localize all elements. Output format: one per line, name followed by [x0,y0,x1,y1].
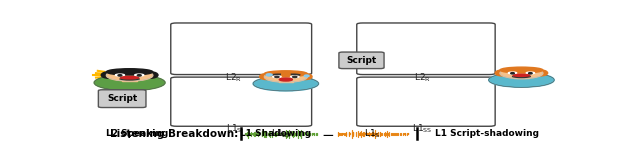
Bar [278,79,293,82]
FancyBboxPatch shape [356,23,495,75]
Text: L1 Shadowing: L1 Shadowing [241,129,312,138]
Ellipse shape [529,73,532,74]
Text: L2 Speaking: L2 Speaking [106,129,168,138]
Ellipse shape [138,75,141,76]
Ellipse shape [534,70,548,76]
Ellipse shape [279,78,292,81]
Ellipse shape [513,74,530,77]
Ellipse shape [291,76,299,78]
Ellipse shape [500,67,543,73]
Text: L1$_{\rm SS}$: L1$_{\rm SS}$ [271,128,291,140]
Ellipse shape [275,76,279,78]
Text: L1$_{\rm SS}$: L1$_{\rm SS}$ [412,123,433,135]
Ellipse shape [299,74,312,79]
Ellipse shape [120,76,139,79]
Bar [515,76,529,78]
Ellipse shape [292,76,297,78]
Ellipse shape [94,75,165,91]
Ellipse shape [273,76,281,78]
Text: L1$_{\rm S}$: L1$_{\rm S}$ [225,123,242,135]
FancyBboxPatch shape [99,90,146,108]
Ellipse shape [526,72,534,74]
Ellipse shape [500,68,543,79]
Text: Script: Script [107,94,138,103]
Text: Listening Breakdown:: Listening Breakdown: [111,129,239,139]
Ellipse shape [495,70,508,76]
Ellipse shape [106,70,153,81]
Ellipse shape [101,72,115,78]
Ellipse shape [264,72,307,82]
FancyBboxPatch shape [339,52,384,69]
FancyBboxPatch shape [171,23,312,75]
Ellipse shape [508,72,516,74]
Ellipse shape [264,71,307,77]
Ellipse shape [304,75,309,77]
Text: L1 Script-shadowing: L1 Script-shadowing [435,129,539,138]
Ellipse shape [260,74,273,79]
Ellipse shape [489,73,554,87]
Text: L1$_{\rm S}$: L1$_{\rm S}$ [364,128,381,140]
Ellipse shape [135,74,144,76]
Text: $-$: $-$ [321,126,335,141]
Ellipse shape [253,76,319,91]
Ellipse shape [118,75,122,76]
Ellipse shape [511,73,515,74]
Text: Script: Script [346,56,376,65]
Ellipse shape [144,72,158,78]
Ellipse shape [266,74,272,76]
FancyBboxPatch shape [356,77,495,126]
FancyBboxPatch shape [171,77,312,126]
Bar [122,78,138,81]
Ellipse shape [106,69,153,75]
Ellipse shape [115,74,124,76]
Text: L2$_{\rm R}$: L2$_{\rm R}$ [225,71,243,84]
Text: L2$_{\rm R}$: L2$_{\rm R}$ [413,71,431,84]
